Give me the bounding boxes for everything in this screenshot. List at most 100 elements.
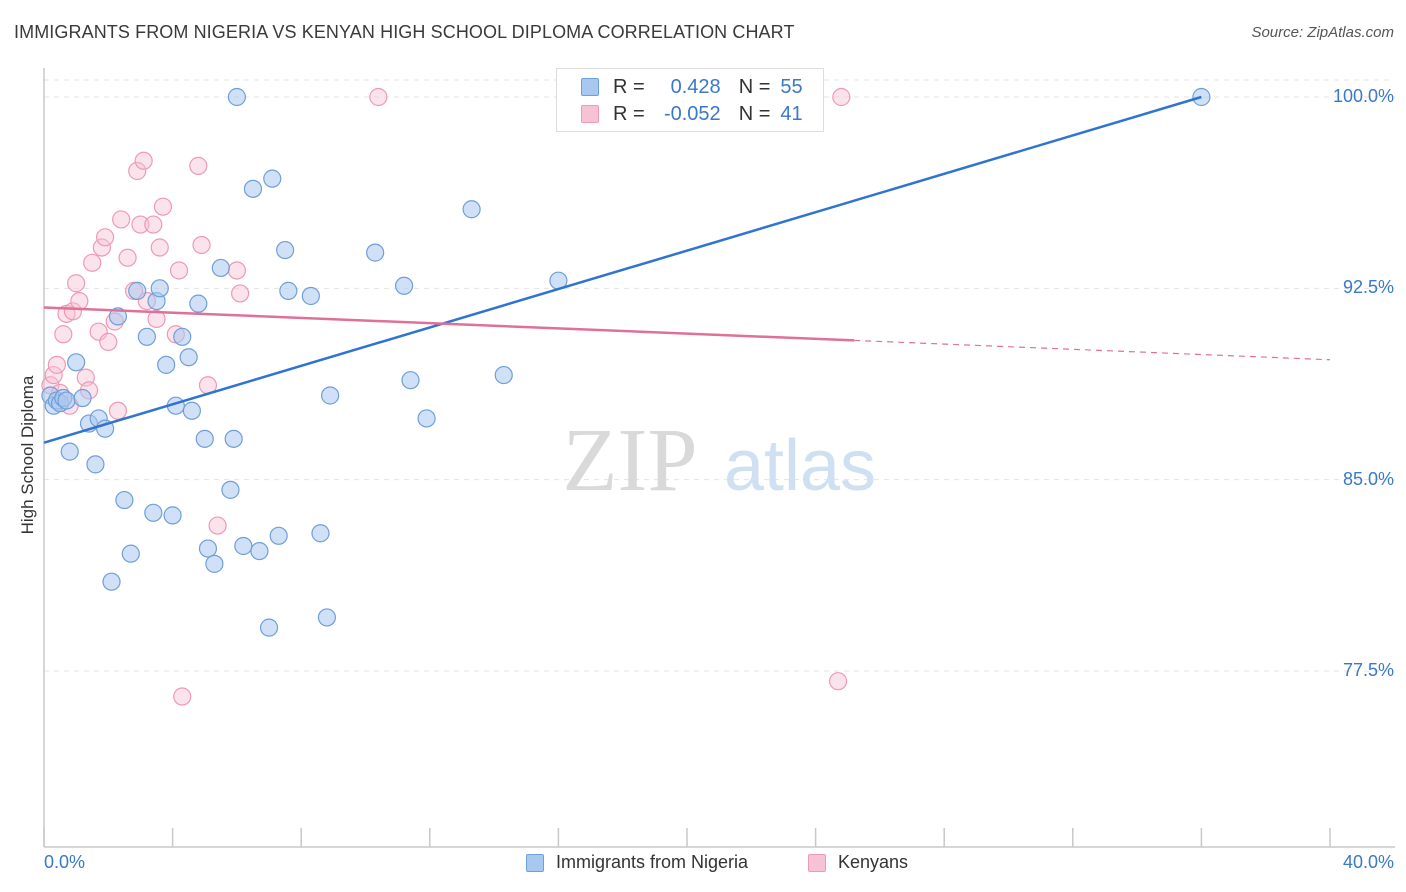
- kenyans-point: [92, 238, 111, 257]
- nigeria-point: [276, 240, 295, 260]
- nigeria-point: [417, 409, 436, 428]
- kenyans-point: [208, 516, 227, 535]
- n-label: N =: [738, 75, 771, 98]
- nigeria-point: [137, 327, 156, 346]
- kenyans-point: [108, 401, 128, 420]
- nigeria-point: [60, 442, 79, 461]
- kenyans-point: [144, 215, 163, 234]
- legend-item-kenyans[interactable]: Kenyans: [808, 852, 908, 873]
- nigeria-point: [259, 618, 279, 637]
- n-value: 41: [780, 102, 803, 125]
- legend-item-nigeria[interactable]: Immigrants from Nigeria: [526, 852, 748, 873]
- kenyans-trend-line: [43, 306, 855, 342]
- kenyans-trend-line-extension: [854, 339, 1331, 361]
- legend-label: Kenyans: [838, 852, 909, 872]
- nigeria-point: [321, 386, 340, 405]
- r-value: 0.428: [670, 75, 721, 98]
- nigeria-point: [73, 388, 92, 408]
- nigeria-point: [227, 87, 246, 107]
- nigeria-point: [234, 536, 253, 556]
- watermark-atlas: atlas: [724, 426, 876, 506]
- y-tick-label: 77.5%: [1342, 660, 1394, 680]
- nigeria-point: [198, 539, 218, 558]
- nigeria-point: [57, 391, 76, 410]
- kenyans-point: [231, 284, 250, 303]
- legend-label: Immigrants from Nigeria: [556, 852, 749, 872]
- kenyans-point: [112, 210, 131, 229]
- y-tick-label: 85.0%: [1342, 468, 1394, 489]
- n-label: N =: [738, 102, 771, 125]
- chart-title: IMMIGRANTS FROM NIGERIA VS KENYAN HIGH S…: [14, 22, 795, 42]
- r-label: R =: [613, 75, 645, 98]
- nigeria-swatch: [581, 78, 599, 96]
- nigeria-point: [108, 307, 128, 326]
- kenyans-point: [832, 87, 851, 107]
- kenyans-point: [99, 332, 118, 352]
- kenyans-point: [67, 274, 86, 293]
- nigeria-point: [157, 355, 176, 374]
- kenyans-point: [83, 253, 102, 272]
- kenyans-point: [54, 325, 73, 344]
- nigeria-point: [163, 506, 182, 525]
- nigeria-trend-line: [43, 95, 1202, 444]
- x-tick-label-max: 40.0%: [1342, 852, 1394, 872]
- correlation-legend: R = 0.428 N = 55 R = -0.052 N = 41: [556, 68, 824, 132]
- kenyans-point: [44, 365, 63, 385]
- y-tick-label: 92.5%: [1342, 277, 1394, 298]
- nigeria-point: [102, 572, 121, 591]
- kenyans-point: [150, 238, 169, 257]
- nigeria-point: [67, 353, 86, 372]
- nigeria-point: [317, 608, 337, 627]
- nigeria-point: [269, 526, 288, 545]
- gridlines: [44, 79, 1395, 672]
- trend-lines: [43, 95, 1331, 444]
- nigeria-point: [366, 243, 385, 262]
- source-label: Source: ZipAtlas.com: [1251, 24, 1394, 41]
- watermark-zip: ZIP: [563, 411, 698, 510]
- legend-row-kenyans: R = -0.052 N = 41: [581, 102, 803, 126]
- kenyans-swatch: [808, 853, 826, 872]
- r-label: R =: [613, 102, 645, 125]
- nigeria-point: [301, 286, 320, 306]
- axes: [43, 68, 1395, 848]
- kenyans-swatch: [581, 105, 599, 123]
- series-legend: Immigrants from Nigeria Kenyans: [0, 852, 1406, 878]
- kenyans-point: [189, 156, 208, 175]
- nigeria-point: [311, 524, 330, 543]
- nigeria-point: [189, 294, 208, 313]
- pink-points: [41, 87, 851, 706]
- nigeria-point: [121, 544, 140, 563]
- watermark: ZIP atlas: [563, 411, 877, 510]
- nigeria-point: [144, 503, 163, 522]
- kenyans-point: [47, 355, 66, 374]
- kenyans-point: [169, 261, 189, 280]
- n-value: 55: [780, 75, 803, 98]
- kenyans-point: [131, 215, 150, 234]
- kenyans-point: [95, 228, 115, 247]
- nigeria-point: [224, 429, 243, 448]
- nigeria-point: [279, 281, 298, 300]
- r-value: -0.052: [663, 102, 721, 125]
- nigeria-point: [195, 429, 214, 448]
- kenyans-point: [63, 302, 83, 321]
- nigeria-point: [205, 554, 224, 573]
- blue-points: [41, 87, 1211, 637]
- nigeria-point: [115, 490, 134, 510]
- kenyans-point: [829, 672, 848, 691]
- nigeria-point: [182, 401, 201, 420]
- nigeria-point: [494, 365, 513, 385]
- nigeria-point: [86, 455, 105, 474]
- nigeria-point: [173, 327, 192, 346]
- kenyans-point: [147, 309, 166, 329]
- kenyans-point: [173, 687, 192, 706]
- nigeria-point: [128, 281, 147, 300]
- kenyans-point: [134, 151, 153, 170]
- nigeria-point: [243, 179, 263, 198]
- nigeria-point: [221, 480, 240, 499]
- nigeria-point: [211, 258, 230, 278]
- nigeria-point: [250, 541, 269, 561]
- kenyans-point: [192, 235, 211, 255]
- kenyans-point: [369, 87, 388, 107]
- nigeria-point: [462, 200, 481, 219]
